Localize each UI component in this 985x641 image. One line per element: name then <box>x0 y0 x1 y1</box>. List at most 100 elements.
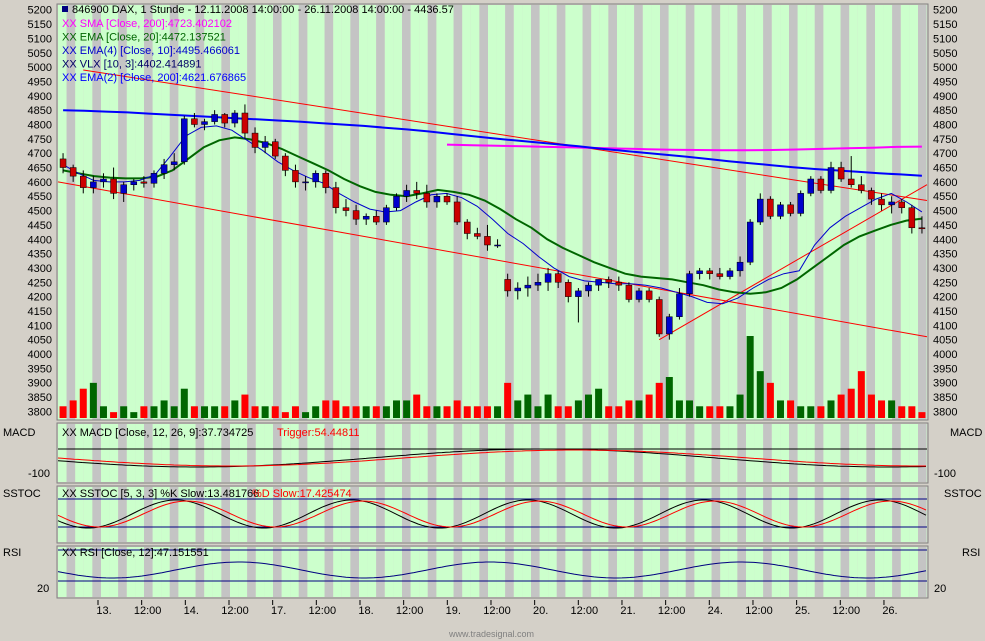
session-band <box>857 424 867 482</box>
volume-bar <box>504 382 512 418</box>
session-band <box>849 547 858 597</box>
session-band <box>402 424 411 482</box>
candle-body <box>484 236 491 246</box>
session-band <box>58 424 67 482</box>
session-band <box>230 547 239 597</box>
session-band <box>298 5 308 420</box>
candle-body <box>443 195 451 203</box>
session-band <box>470 5 480 420</box>
session-band <box>711 547 721 597</box>
session-band <box>247 424 256 482</box>
session-band <box>195 487 205 542</box>
volume-bar <box>443 406 451 418</box>
session-band <box>918 547 927 597</box>
y-tick-label: 4100 <box>28 320 52 332</box>
candle-body <box>706 270 713 274</box>
session-band <box>823 5 832 420</box>
session-band <box>290 547 299 597</box>
session-band <box>135 547 144 597</box>
volume-bar <box>352 406 360 418</box>
session-band <box>771 547 781 597</box>
candle-body <box>777 204 784 217</box>
session-band <box>92 547 101 597</box>
session-band <box>264 547 273 597</box>
macd-tick-right: -100 <box>934 468 956 480</box>
session-band <box>728 487 738 542</box>
session-band <box>789 547 798 597</box>
candle-body <box>868 190 875 200</box>
session-band <box>720 547 729 597</box>
session-band <box>703 5 712 420</box>
session-band <box>806 424 815 482</box>
session-band <box>668 547 678 597</box>
session-band <box>771 424 781 482</box>
session-band <box>625 5 635 420</box>
session-band <box>556 5 566 420</box>
y-tick-label: 4200 <box>933 292 957 304</box>
x-tick-label: 25. <box>795 605 810 617</box>
candle-body <box>797 193 804 214</box>
session-band <box>513 487 523 542</box>
y-tick-label: 4950 <box>933 76 957 88</box>
session-band <box>436 487 445 542</box>
session-band <box>531 487 540 542</box>
session-band <box>832 487 841 542</box>
y-tick-label: 4650 <box>28 163 52 175</box>
y-tick-label: 4900 <box>933 91 957 103</box>
chart-title: 846900 DAX, 1 Stunde - 12.11.2008 14:00:… <box>72 4 454 16</box>
session-band <box>341 547 351 597</box>
y-tick-label: 4600 <box>28 177 52 189</box>
session-band <box>359 547 368 597</box>
session-band <box>711 5 721 420</box>
session-band <box>462 424 471 482</box>
volume-bar <box>201 406 209 418</box>
x-tick-label: 13. <box>96 605 111 617</box>
legend-entry: XX EMA(2) [Close, 200]:4621.676865 <box>62 72 246 84</box>
session-band <box>101 487 110 542</box>
session-band <box>169 5 179 420</box>
session-band <box>505 424 514 482</box>
session-band <box>746 487 755 542</box>
session-band <box>255 424 265 482</box>
volume-bar <box>453 400 461 418</box>
session-band <box>789 487 798 542</box>
candle-body <box>544 273 552 283</box>
macd-legend: XX MACD [Close, 12, 26, 9]:37.734725 <box>62 427 253 439</box>
candle-body <box>272 141 279 157</box>
session-band <box>161 5 170 420</box>
session-band <box>746 547 755 597</box>
candles[interactable] <box>59 104 926 340</box>
session-band <box>281 547 291 597</box>
session-band <box>75 547 84 597</box>
session-band <box>685 547 695 597</box>
price-panel-border <box>56 3 929 421</box>
session-band <box>58 487 67 542</box>
session-band <box>101 5 110 420</box>
session-band <box>453 487 463 542</box>
session-band <box>488 424 497 482</box>
session-band <box>737 547 746 597</box>
candle-body <box>423 193 431 203</box>
session-band <box>591 487 600 542</box>
candle-body <box>696 270 703 274</box>
volume-bar <box>635 400 643 418</box>
session-band <box>230 424 239 482</box>
y-tick-label: 3900 <box>933 378 957 390</box>
y-tick-label: 4700 <box>933 148 957 160</box>
session-band <box>402 487 411 542</box>
y-tick-label: 4250 <box>933 277 957 289</box>
trend-line <box>83 69 928 202</box>
session-band <box>754 547 764 597</box>
candle-body <box>817 178 825 191</box>
volume-bar <box>130 412 138 418</box>
volume-bar <box>160 400 168 418</box>
candle-body <box>251 132 259 148</box>
session-band <box>212 487 222 542</box>
session-band <box>642 547 652 597</box>
volume-bar <box>79 388 87 418</box>
session-band <box>445 5 454 420</box>
session-band <box>384 424 394 482</box>
session-band <box>617 487 626 542</box>
session-band <box>806 487 815 542</box>
